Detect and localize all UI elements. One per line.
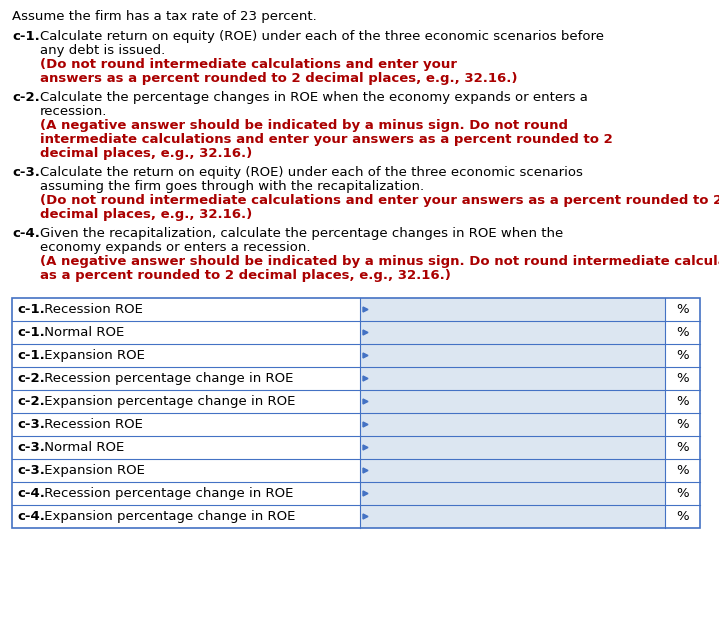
Text: Recession ROE: Recession ROE — [40, 418, 143, 431]
Bar — [360, 459, 665, 482]
Text: %: % — [676, 326, 689, 339]
Text: c-1.: c-1. — [17, 303, 45, 316]
Text: %: % — [676, 395, 689, 408]
Text: (Do not round intermediate calculations and enter your: (Do not round intermediate calculations … — [40, 58, 457, 71]
Text: decimal places, e.g., 32.16.): decimal places, e.g., 32.16.) — [40, 147, 252, 160]
Text: Given the recapitalization, calculate the percentage changes in ROE when the: Given the recapitalization, calculate th… — [40, 227, 563, 240]
Text: %: % — [676, 418, 689, 431]
Text: Expansion ROE: Expansion ROE — [40, 349, 145, 362]
Text: c-2.: c-2. — [17, 395, 45, 408]
Bar — [360, 390, 665, 413]
Text: answers as a percent rounded to 2 decimal places, e.g., 32.16.): answers as a percent rounded to 2 decima… — [40, 72, 518, 85]
Text: c-4.: c-4. — [17, 487, 45, 500]
Text: Calculate return on equity (ROE) under each of the three economic scenarios befo: Calculate return on equity (ROE) under e… — [40, 30, 604, 43]
Bar — [360, 436, 665, 459]
Bar — [360, 482, 665, 505]
Text: Recession percentage change in ROE: Recession percentage change in ROE — [40, 487, 293, 500]
Text: c-1.: c-1. — [17, 349, 45, 362]
Text: Normal ROE: Normal ROE — [40, 326, 124, 339]
Bar — [360, 321, 665, 344]
Text: Recession ROE: Recession ROE — [40, 303, 143, 316]
Text: c-4.: c-4. — [17, 510, 45, 523]
Text: Expansion ROE: Expansion ROE — [40, 464, 145, 477]
Text: %: % — [676, 441, 689, 454]
Text: c-2.: c-2. — [17, 372, 45, 385]
Text: c-3.: c-3. — [12, 166, 40, 179]
Polygon shape — [363, 468, 368, 473]
Text: %: % — [676, 303, 689, 316]
Polygon shape — [363, 422, 368, 427]
Polygon shape — [363, 445, 368, 450]
Text: c-2.: c-2. — [12, 91, 40, 104]
Polygon shape — [363, 307, 368, 312]
Text: any debt is issued.: any debt is issued. — [40, 44, 165, 57]
Polygon shape — [363, 514, 368, 519]
Polygon shape — [363, 376, 368, 381]
Text: assuming the firm goes through with the recapitalization.: assuming the firm goes through with the … — [40, 180, 424, 193]
Text: Calculate the return on equity (ROE) under each of the three economic scenarios: Calculate the return on equity (ROE) und… — [40, 166, 583, 179]
Text: (A negative answer should be indicated by a minus sign. Do not round intermediat: (A negative answer should be indicated b… — [40, 255, 719, 268]
Bar — [360, 344, 665, 367]
Text: %: % — [676, 487, 689, 500]
Text: Normal ROE: Normal ROE — [40, 441, 124, 454]
Bar — [12, 298, 700, 528]
Text: as a percent rounded to 2 decimal places, e.g., 32.16.): as a percent rounded to 2 decimal places… — [40, 269, 451, 282]
Text: Expansion percentage change in ROE: Expansion percentage change in ROE — [40, 510, 296, 523]
Text: economy expands or enters a recession.: economy expands or enters a recession. — [40, 241, 311, 254]
Text: c-1.: c-1. — [12, 30, 40, 43]
Text: c-4.: c-4. — [12, 227, 40, 240]
Text: (A negative answer should be indicated by a minus sign. Do not round: (A negative answer should be indicated b… — [40, 119, 568, 132]
Text: c-3.: c-3. — [17, 464, 45, 477]
Bar — [360, 505, 665, 528]
Text: %: % — [676, 464, 689, 477]
Text: decimal places, e.g., 32.16.): decimal places, e.g., 32.16.) — [40, 208, 252, 221]
Text: %: % — [676, 372, 689, 385]
Text: Assume the firm has a tax rate of 23 percent.: Assume the firm has a tax rate of 23 per… — [12, 10, 317, 23]
Polygon shape — [363, 399, 368, 404]
Text: c-3.: c-3. — [17, 441, 45, 454]
Polygon shape — [363, 353, 368, 358]
Bar — [360, 367, 665, 390]
Text: (Do not round intermediate calculations and enter your answers as a percent roun: (Do not round intermediate calculations … — [40, 194, 719, 207]
Text: Expansion percentage change in ROE: Expansion percentage change in ROE — [40, 395, 296, 408]
Text: %: % — [676, 510, 689, 523]
Text: Calculate the percentage changes in ROE when the economy expands or enters a: Calculate the percentage changes in ROE … — [40, 91, 588, 104]
Text: intermediate calculations and enter your answers as a percent rounded to 2: intermediate calculations and enter your… — [40, 133, 613, 146]
Text: recession.: recession. — [40, 105, 107, 118]
Text: c-1.: c-1. — [17, 326, 45, 339]
Text: %: % — [676, 349, 689, 362]
Text: Recession percentage change in ROE: Recession percentage change in ROE — [40, 372, 293, 385]
Polygon shape — [363, 330, 368, 335]
Polygon shape — [363, 491, 368, 496]
Bar — [360, 298, 665, 321]
Bar — [360, 413, 665, 436]
Text: c-3.: c-3. — [17, 418, 45, 431]
